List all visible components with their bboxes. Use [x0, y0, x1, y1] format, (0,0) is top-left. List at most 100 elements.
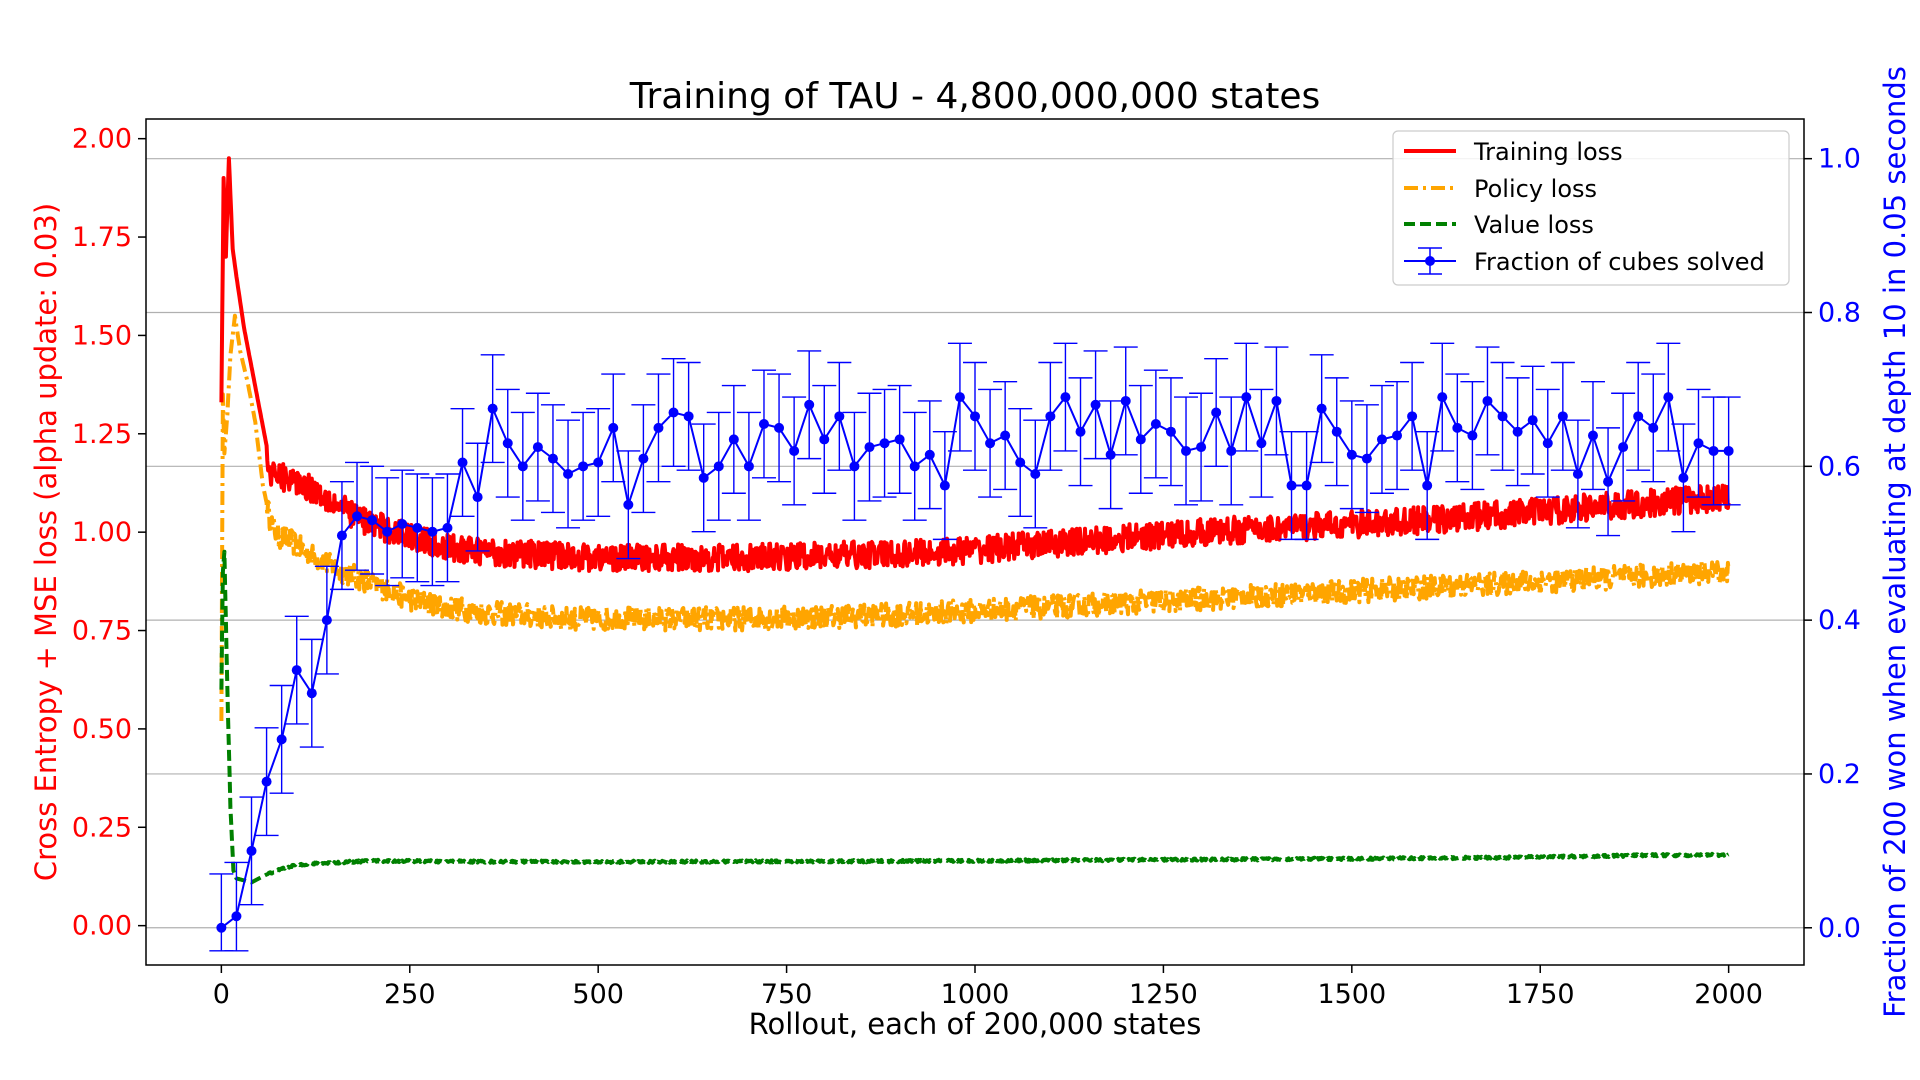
- fraction-solved-point: [532, 442, 543, 453]
- x-axis-label: Rollout, each of 200,000 states: [749, 1007, 1202, 1041]
- fraction-solved-point: [1376, 434, 1387, 445]
- fraction-solved-point: [894, 434, 905, 445]
- fraction-solved-point: [1000, 430, 1011, 441]
- fraction-solved-point: [1135, 434, 1146, 445]
- fraction-solved-point: [1286, 480, 1297, 491]
- fraction-solved-point: [442, 522, 453, 533]
- y-left-tick-label: 1.25: [72, 419, 132, 450]
- fraction-solved-point: [1723, 445, 1734, 456]
- y-left-tick-label: 1.00: [72, 517, 132, 548]
- fraction-solved-point: [563, 469, 574, 480]
- fraction-solved-point: [789, 445, 800, 456]
- fraction-solved-point: [1060, 392, 1071, 403]
- fraction-solved-point: [427, 526, 438, 537]
- fraction-solved-point: [1497, 411, 1508, 422]
- fraction-solved-point: [547, 453, 558, 464]
- fraction-solved-point: [1527, 415, 1538, 426]
- x-tick-label: 250: [384, 979, 436, 1010]
- fraction-solved-point: [1075, 426, 1086, 437]
- fraction-solved-point: [336, 530, 347, 541]
- y-left-tick-label: 2.00: [72, 124, 132, 155]
- fraction-solved-point: [1015, 457, 1026, 468]
- fraction-solved-point: [382, 526, 393, 537]
- fraction-solved-point: [397, 519, 408, 530]
- fraction-solved-point: [1648, 422, 1659, 433]
- fraction-solved-point: [578, 461, 589, 472]
- fraction-solved-point: [623, 499, 634, 510]
- fraction-solved-point: [1331, 426, 1342, 437]
- fraction-solved-point: [1437, 392, 1448, 403]
- fraction-solved-point: [1587, 430, 1598, 441]
- fraction-solved-point: [1467, 430, 1478, 441]
- fraction-solved-point: [1090, 399, 1101, 410]
- y-left-tick-label: 0.25: [72, 812, 132, 843]
- y-left-tick-label: 0.50: [72, 714, 132, 745]
- fraction-solved-point: [1557, 411, 1568, 422]
- legend-policy-label: Policy loss: [1474, 175, 1597, 203]
- fraction-solved-point: [834, 411, 845, 422]
- x-tick-label: 2000: [1694, 979, 1763, 1010]
- fraction-solved-point: [1196, 442, 1207, 453]
- y-left-tick-label: 0.75: [72, 616, 132, 647]
- x-tick-label: 1250: [1129, 979, 1198, 1010]
- fraction-solved-point: [231, 911, 242, 922]
- legend-fraction-swatch: [1404, 247, 1456, 275]
- fraction-solved-point: [1316, 403, 1327, 414]
- x-tick-label: 1000: [941, 979, 1010, 1010]
- fraction-solved-point: [758, 419, 769, 430]
- fraction-solved-point: [502, 438, 513, 449]
- y-left-tick-label: 1.75: [72, 222, 132, 253]
- fraction-solved-point: [216, 922, 227, 933]
- fraction-solved-point: [804, 399, 815, 410]
- fraction-solved-point: [367, 515, 378, 526]
- fraction-solved-point: [1542, 438, 1553, 449]
- fraction-solved-point: [954, 392, 965, 403]
- fraction-solved-point: [864, 442, 875, 453]
- x-tick-label: 1750: [1506, 979, 1575, 1010]
- fraction-solved-point: [728, 434, 739, 445]
- fraction-solved-point: [1422, 480, 1433, 491]
- fraction-solved-point: [1105, 449, 1116, 460]
- fraction-solved-point: [1512, 426, 1523, 437]
- fraction-solved-point: [321, 615, 332, 626]
- fraction-solved-point: [653, 422, 664, 433]
- fraction-solved-point: [1633, 411, 1644, 422]
- y-right-tick-label: 0.2: [1818, 759, 1861, 790]
- fraction-solved-point: [487, 403, 498, 414]
- y-right-tick-label: 0.4: [1818, 605, 1861, 636]
- x-tick-label: 1500: [1317, 979, 1386, 1010]
- fraction-solved-point: [246, 845, 257, 856]
- legend-box: [1392, 130, 1790, 286]
- fraction-solved-point: [1392, 430, 1403, 441]
- fraction-solved-point: [457, 457, 468, 468]
- y-left-tick-label: 0.00: [72, 911, 132, 942]
- fraction-solved-point: [1678, 472, 1689, 483]
- fraction-solved-point: [1181, 445, 1192, 456]
- fraction-solved-point: [1693, 438, 1704, 449]
- fraction-solved-point: [1271, 395, 1282, 406]
- y-axis-right-label: Fraction of 200 won when evaluating at d…: [1878, 66, 1912, 1018]
- fraction-solved-point: [713, 461, 724, 472]
- fraction-solved-point: [1120, 395, 1131, 406]
- fraction-solved-point: [593, 457, 604, 468]
- fraction-solved-point: [985, 438, 996, 449]
- y-right-tick-label: 1.0: [1818, 144, 1861, 175]
- fraction-solved-point: [939, 480, 950, 491]
- y-right-tick-label: 0.6: [1818, 451, 1861, 482]
- fraction-solved-point: [517, 461, 528, 472]
- training-loss-line: [219, 156, 1731, 574]
- fraction-solved-point: [1241, 392, 1252, 403]
- fraction-solved-point: [412, 522, 423, 533]
- y-right-tick-label: 0.8: [1818, 298, 1861, 329]
- fraction-solved-point: [970, 411, 980, 422]
- fraction-solved-point: [849, 461, 860, 472]
- fraction-solved-point: [909, 461, 920, 472]
- x-tick-label: 500: [572, 979, 624, 1010]
- y-left-tick-label: 1.50: [72, 320, 132, 351]
- fraction-solved-point: [276, 734, 287, 745]
- chart-title: Training of TAU - 4,800,000,000 states: [629, 76, 1320, 117]
- x-tick-label: 750: [761, 979, 813, 1010]
- fraction-solved-point: [819, 434, 830, 445]
- fraction-solved-point: [352, 511, 363, 522]
